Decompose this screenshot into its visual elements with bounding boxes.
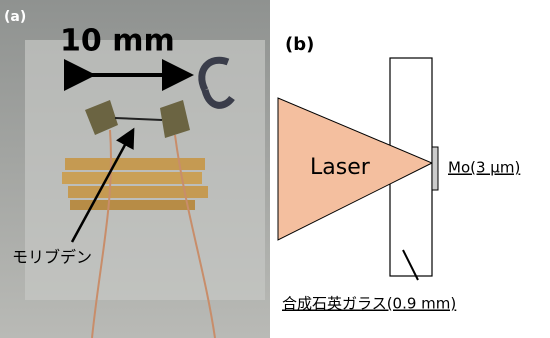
page: {"panel_a": {"label": "(a)", "scale_labe… — [0, 0, 550, 338]
target-label: Mo(3 μm) — [448, 159, 520, 177]
figure: (a) 10 mm モリブデン (b) Laser Mo(3 μm) 合成石英ガ… — [0, 0, 550, 338]
panel-label: (b) — [285, 34, 314, 55]
substrate-label: 合成石英ガラス(0.9 mm) — [282, 295, 456, 313]
photo: (a) 10 mm モリブデン — [0, 0, 270, 338]
schematic: (b) Laser Mo(3 μm) 合成石英ガラス(0.9 mm) — [278, 34, 520, 313]
material-label: モリブデン — [12, 248, 92, 267]
panel-label: (a) — [4, 9, 26, 25]
laser-label: Laser — [310, 155, 371, 180]
scale-label: 10 mm — [60, 24, 175, 59]
molybdenum-film — [432, 147, 438, 190]
